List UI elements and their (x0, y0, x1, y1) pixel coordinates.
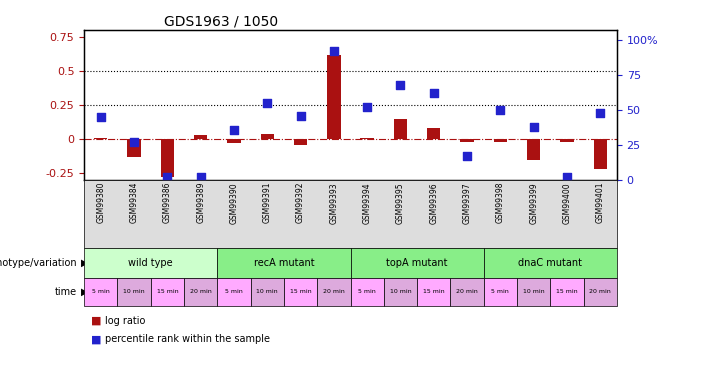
Text: 20 min: 20 min (456, 289, 478, 294)
Text: GSM99399: GSM99399 (529, 182, 538, 224)
Text: GSM99401: GSM99401 (596, 182, 605, 224)
Text: 10 min: 10 min (523, 289, 545, 294)
Bar (560, 139, 573, 142)
Bar (461, 139, 474, 142)
Point (162, 174, 173, 180)
Bar (527, 139, 540, 159)
Text: 20 min: 20 min (590, 289, 611, 294)
Point (428, 90, 440, 96)
Text: topA mutant: topA mutant (386, 258, 448, 267)
Text: GSM99391: GSM99391 (263, 182, 272, 224)
Point (528, 124, 539, 130)
Text: GSM99397: GSM99397 (463, 182, 472, 224)
Text: GSM99397: GSM99397 (463, 182, 472, 224)
Text: GSM99395: GSM99395 (396, 182, 405, 224)
Bar (327, 54, 341, 139)
Text: GSM99394: GSM99394 (362, 182, 372, 224)
Bar (360, 138, 374, 139)
Text: GSM99392: GSM99392 (296, 182, 305, 224)
Text: GSM99384: GSM99384 (130, 182, 139, 224)
Text: GSM99389: GSM99389 (196, 182, 205, 224)
Text: GSM99401: GSM99401 (596, 182, 605, 224)
Text: percentile rank within the sample: percentile rank within the sample (105, 334, 270, 344)
Point (261, 100, 273, 106)
Text: GSM99391: GSM99391 (263, 182, 272, 224)
Text: GSM99393: GSM99393 (329, 182, 339, 224)
Text: GSM99386: GSM99386 (163, 182, 172, 224)
Bar (94, 138, 107, 139)
Text: 15 min: 15 min (290, 289, 311, 294)
Text: log ratio: log ratio (105, 316, 146, 326)
Text: ▶: ▶ (81, 258, 88, 267)
Bar (294, 139, 307, 144)
Text: 10 min: 10 min (257, 289, 278, 294)
Bar (494, 139, 507, 142)
Bar (427, 128, 440, 139)
Text: 5 min: 5 min (92, 289, 109, 294)
Text: GSM99396: GSM99396 (429, 182, 438, 224)
Text: GSM99398: GSM99398 (496, 182, 505, 224)
Text: GSM99380: GSM99380 (96, 182, 105, 224)
Text: 20 min: 20 min (323, 289, 345, 294)
Point (128, 139, 139, 145)
Text: GSM99380: GSM99380 (96, 182, 105, 224)
Text: GSM99386: GSM99386 (163, 182, 172, 224)
Bar (261, 134, 274, 139)
Point (328, 48, 339, 54)
Text: dnaC mutant: dnaC mutant (518, 258, 583, 267)
Bar (227, 139, 240, 143)
Text: 5 min: 5 min (358, 289, 376, 294)
Text: 15 min: 15 min (156, 289, 178, 294)
Text: GSM99390: GSM99390 (229, 182, 238, 224)
Text: 10 min: 10 min (390, 289, 411, 294)
Text: wild type: wild type (128, 258, 173, 267)
Text: 15 min: 15 min (423, 289, 444, 294)
Text: GSM99393: GSM99393 (329, 182, 339, 224)
Point (195, 174, 206, 180)
Text: time: time (55, 286, 77, 297)
Text: GSM99392: GSM99392 (296, 182, 305, 224)
Text: GSM99396: GSM99396 (429, 182, 438, 224)
Text: GSM99399: GSM99399 (529, 182, 538, 224)
Point (229, 126, 240, 132)
Text: GSM99395: GSM99395 (396, 182, 405, 224)
Text: 20 min: 20 min (190, 289, 212, 294)
Text: 5 min: 5 min (491, 289, 509, 294)
Text: ■: ■ (91, 334, 102, 344)
Point (362, 104, 373, 110)
Point (461, 153, 472, 159)
Point (594, 110, 606, 116)
Text: GSM99394: GSM99394 (362, 182, 372, 224)
Text: GSM99384: GSM99384 (130, 182, 139, 224)
Text: GSM99400: GSM99400 (562, 182, 571, 224)
Bar (161, 139, 174, 177)
Text: ▶: ▶ (81, 286, 88, 297)
Text: genotype/variation: genotype/variation (0, 258, 77, 267)
Point (495, 107, 506, 113)
Bar (594, 139, 607, 169)
Text: GSM99400: GSM99400 (562, 182, 571, 224)
Text: ■: ■ (91, 316, 102, 326)
Point (95, 114, 107, 120)
Point (562, 174, 573, 180)
Text: GSM99389: GSM99389 (196, 182, 205, 224)
Text: recA mutant: recA mutant (254, 258, 314, 267)
Point (295, 112, 306, 118)
Text: 15 min: 15 min (556, 289, 578, 294)
Text: 10 min: 10 min (123, 289, 145, 294)
Point (395, 82, 406, 88)
Text: GDS1963 / 1050: GDS1963 / 1050 (164, 15, 278, 29)
Text: GSM99390: GSM99390 (229, 182, 238, 224)
Text: 5 min: 5 min (225, 289, 243, 294)
Bar (194, 135, 207, 139)
Bar (128, 139, 141, 157)
Text: GSM99398: GSM99398 (496, 182, 505, 224)
Bar (394, 118, 407, 139)
